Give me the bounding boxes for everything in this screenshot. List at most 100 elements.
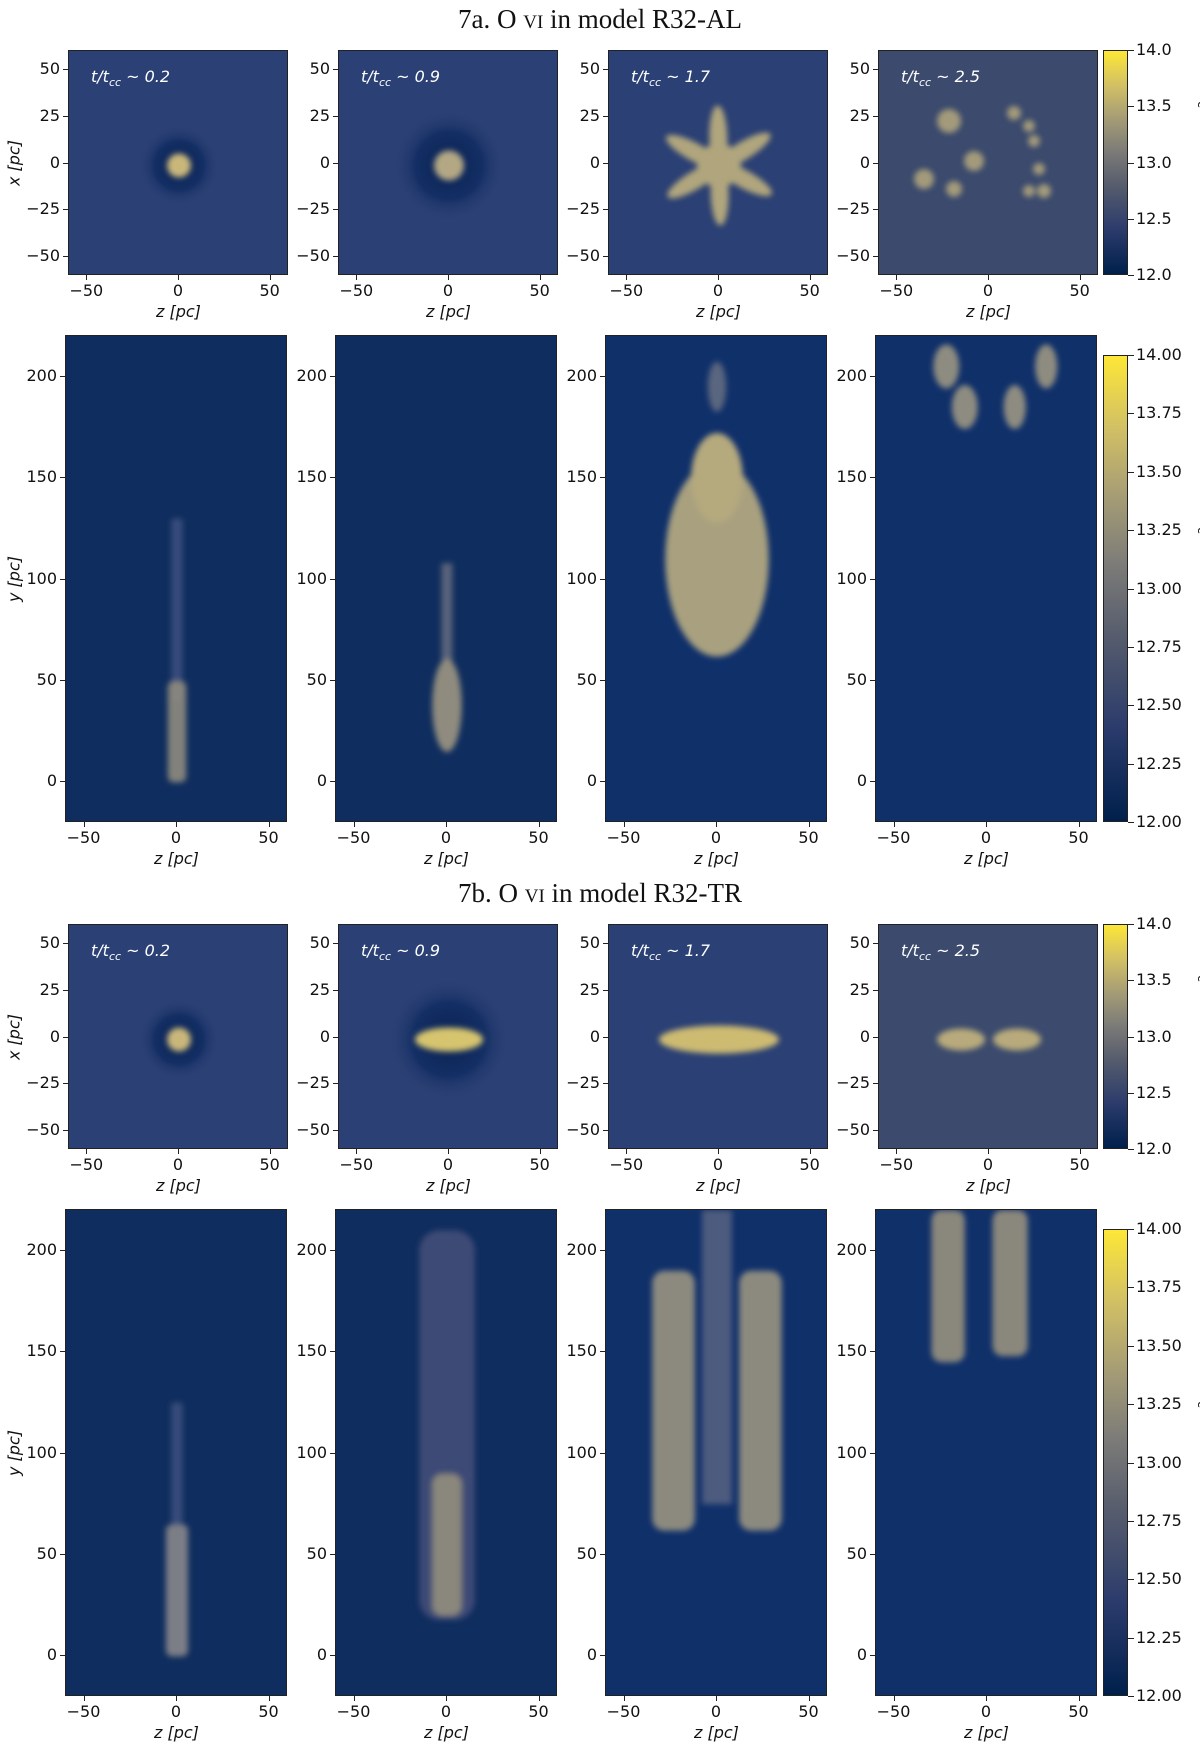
x-tickmark <box>986 822 987 827</box>
y-tickmark <box>60 781 65 783</box>
plume <box>665 361 769 657</box>
colorbar-tickmark <box>1128 646 1134 648</box>
y-tickmark <box>603 1036 608 1038</box>
colorbar-tickmark <box>1128 1637 1134 1639</box>
tail <box>171 1402 183 1525</box>
y-tick-label: −25 <box>26 199 60 219</box>
z-axis-label: z [pc] <box>424 849 469 868</box>
title-suffix: in model R32-TR <box>544 878 743 908</box>
colorbar-tick-label: 12.5 <box>1136 1082 1172 1102</box>
y-tick-label: 200 <box>26 1239 57 1259</box>
y-tickmark <box>603 1083 608 1085</box>
x-tick-label: 0 <box>982 1155 994 1174</box>
plume <box>432 563 462 752</box>
y-tick-label: 50 <box>36 1543 57 1563</box>
colorbar-tickmark <box>1128 106 1134 108</box>
z-axis-label: z [pc] <box>154 849 199 868</box>
y-tick-label: 50 <box>846 669 867 689</box>
colorbar-label: log10 (NO VI [cm−2]) <box>1196 87 1200 238</box>
y-tickmark <box>333 209 338 211</box>
y-tickmark <box>873 68 878 70</box>
z-axis-label: z [pc] <box>426 1176 471 1195</box>
x-tickmark <box>716 1696 717 1701</box>
x-tickmark <box>623 822 625 827</box>
y-tickmark <box>330 1249 335 1251</box>
y-tick-label: 0 <box>316 1645 327 1665</box>
y-tickmark <box>603 115 608 117</box>
y-tick-label: 50 <box>309 58 330 78</box>
z-axis-label: z [pc] <box>424 1723 469 1742</box>
cloud-disk <box>415 1027 483 1052</box>
x-tick-label: −50 <box>69 1155 104 1174</box>
colorbar-tick-label: 13.5 <box>1136 970 1172 990</box>
x-tickmark <box>448 1149 449 1154</box>
y-tickmark <box>63 1083 68 1085</box>
y-tickmark <box>60 1249 65 1251</box>
y-tick-label: 50 <box>39 932 60 952</box>
tail <box>171 518 183 702</box>
x-tickmark <box>1079 275 1081 280</box>
y-tick-label: −50 <box>296 246 330 266</box>
body <box>432 658 462 752</box>
colorbar-tick-label: 12.0 <box>1136 265 1172 284</box>
x-tick-label: 50 <box>259 1155 280 1174</box>
y-tick-label: −50 <box>296 1120 330 1140</box>
y-tick-label: 0 <box>319 1026 330 1046</box>
y-tick-label: −50 <box>566 1120 600 1140</box>
body <box>665 461 769 657</box>
heatmap-image <box>606 1210 826 1695</box>
body <box>165 1524 189 1657</box>
y-tick-label: 50 <box>576 669 597 689</box>
y-tickmark <box>873 1036 878 1038</box>
y-tick-label: 150 <box>26 1341 57 1361</box>
y-tick-label: 0 <box>46 771 57 791</box>
z-axis-label: z [pc] <box>966 1176 1011 1195</box>
bottom-panel-7a-1 <box>335 335 557 822</box>
y-tickmark <box>333 68 338 70</box>
tail <box>707 361 727 412</box>
heatmap-image <box>609 51 827 274</box>
colorbar-tick-label: 12.5 <box>1136 208 1172 228</box>
x-tickmark <box>353 822 355 827</box>
time-label: t/tcc ~ 0.2 <box>91 67 171 90</box>
x-tick-label: 50 <box>528 828 549 847</box>
x-tickmark <box>893 822 895 827</box>
plume <box>165 1402 189 1657</box>
y-tickmark <box>870 1553 875 1555</box>
x-tickmark <box>83 1696 85 1701</box>
y-tick-label: 0 <box>46 1645 57 1665</box>
colorbar-tickmark <box>1128 980 1134 982</box>
colorbar-tick-label: 13.00 <box>1136 1452 1182 1472</box>
tail <box>441 563 453 661</box>
y-tickmark <box>600 477 605 479</box>
x-tickmark <box>176 1696 177 1701</box>
body <box>432 1473 462 1616</box>
colorbar-tickmark <box>1128 1036 1134 1038</box>
y-tickmark <box>60 1553 65 1555</box>
y-tickmark <box>60 1351 65 1353</box>
y-tick-label: 150 <box>296 1341 327 1361</box>
x-tick-label: 0 <box>440 828 452 847</box>
y-tickmark <box>873 1130 878 1132</box>
upper <box>691 433 743 524</box>
y-tickmark <box>63 1036 68 1038</box>
x-tickmark <box>538 1696 540 1701</box>
x-tick-label: 50 <box>528 1702 549 1721</box>
y-tick-label: 50 <box>36 669 57 689</box>
bottom-panel-7b-0 <box>65 1209 287 1696</box>
y-tick-label: 100 <box>566 568 597 588</box>
y-tick-label: 0 <box>589 1026 600 1046</box>
y-tickmark <box>333 942 338 944</box>
x-tickmark <box>446 822 447 827</box>
x-tick-label: 0 <box>710 1702 722 1721</box>
bottom-panel-7a-0 <box>65 335 287 822</box>
x-axis-label: x [pc] <box>4 139 24 186</box>
colorbar-tickmark <box>1128 588 1134 590</box>
x-tickmark <box>626 275 628 280</box>
colorbar-tickmark <box>1128 763 1134 765</box>
x-tickmark <box>86 275 88 280</box>
y-tickmark <box>333 1130 338 1132</box>
x-tick-label: −50 <box>336 828 371 847</box>
heatmap-image <box>609 925 827 1148</box>
x-tickmark <box>448 275 449 280</box>
